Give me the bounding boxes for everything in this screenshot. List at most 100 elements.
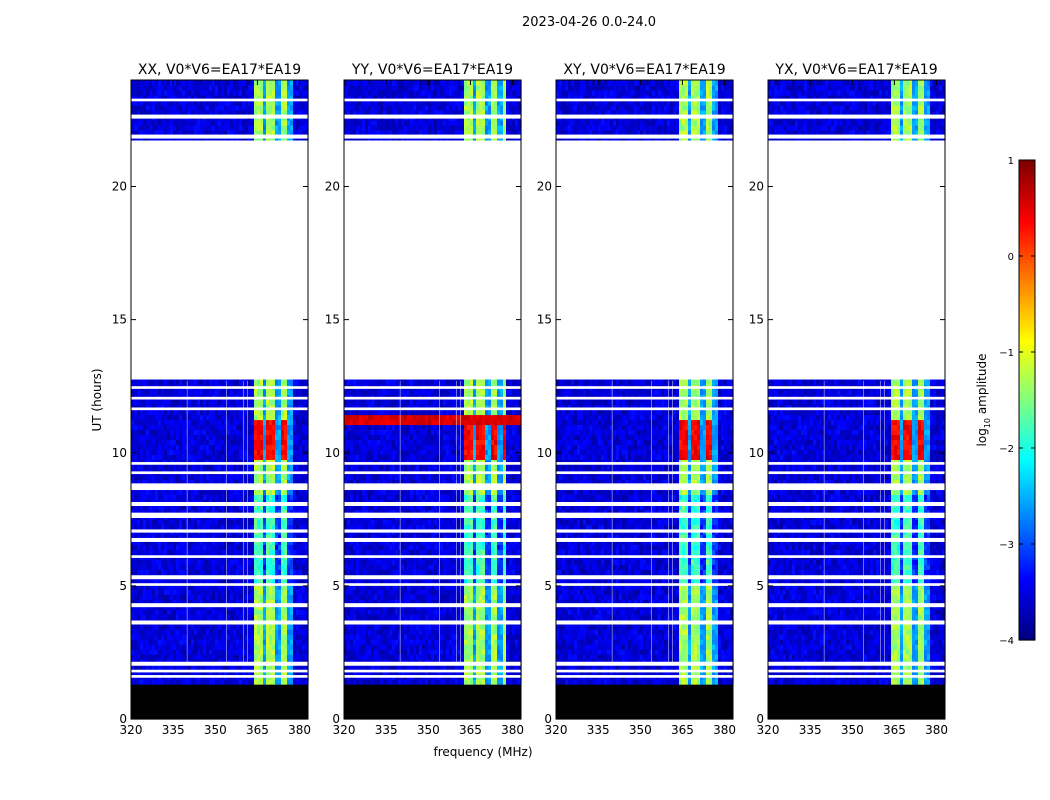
heatmap-cell [260, 649, 264, 655]
heatmap-cell [254, 544, 258, 550]
heatmap-cell [227, 589, 231, 595]
heatmap-cell [296, 644, 300, 650]
heatmap-cell [278, 589, 282, 595]
heatmap-cell [140, 539, 144, 545]
heatmap-cell [197, 599, 201, 605]
heatmap-cell [176, 629, 180, 635]
heatmap-cell [197, 609, 201, 615]
heatmap-cell [182, 679, 186, 685]
heatmap-cell [278, 664, 282, 670]
heatmap-cell [179, 599, 183, 605]
heatmap-cell [182, 559, 186, 565]
heatmap-cell [209, 649, 213, 655]
heatmap-cell [167, 664, 171, 670]
heatmap-cell [152, 634, 156, 640]
heatmap-cell [281, 589, 285, 595]
heatmap-cell [248, 679, 252, 685]
heatmap-cell [161, 549, 165, 555]
heatmap-cell [218, 534, 222, 540]
heatmap-cell [200, 589, 204, 595]
heatmap-cell [206, 654, 210, 660]
heatmap-cell [218, 644, 222, 650]
heatmap-cell [239, 544, 243, 550]
heatmap-cell [284, 579, 288, 585]
heatmap-cell [161, 569, 165, 575]
heatmap-cell [230, 644, 234, 650]
heatmap-cell [272, 579, 276, 585]
heatmap-cell [248, 584, 252, 590]
heatmap-cell [149, 594, 153, 600]
heatmap-cell [293, 549, 297, 555]
heatmap-cell [146, 579, 150, 585]
heatmap-cell [161, 624, 165, 630]
heatmap-cell [293, 534, 297, 540]
heatmap-cell [200, 664, 204, 670]
heatmap-cell [134, 649, 138, 655]
heatmap-cell [212, 594, 216, 600]
heatmap-cell [281, 594, 285, 600]
heatmap-cell [278, 549, 282, 555]
heatmap-cell [272, 639, 276, 645]
heatmap-cell [164, 579, 168, 585]
heatmap-cell [227, 609, 231, 615]
heatmap-cell [194, 544, 198, 550]
heatmap-cell [284, 644, 288, 650]
heatmap-cell [209, 644, 213, 650]
heatmap-cell [173, 579, 177, 585]
heatmap-cell [290, 589, 294, 595]
heatmap-cell [233, 609, 237, 615]
heatmap-cell [281, 559, 285, 565]
heatmap-cell [137, 544, 141, 550]
heatmap-cell [149, 679, 153, 685]
heatmap-cell [215, 594, 219, 600]
heatmap-cell [164, 559, 168, 565]
heatmap-cell [131, 544, 135, 550]
heatmap-cell [176, 624, 180, 630]
heatmap-cell [305, 539, 309, 545]
heatmap-cell [284, 569, 288, 575]
heatmap-cell [278, 609, 282, 615]
heatmap-cell [131, 634, 135, 640]
heatmap-cell [230, 599, 234, 605]
heatmap-cell [296, 549, 300, 555]
flag-row [131, 512, 308, 518]
heatmap-cell [176, 679, 180, 685]
heatmap-cell [167, 634, 171, 640]
heatmap-cell [266, 629, 270, 635]
heatmap-cell [245, 639, 249, 645]
heatmap-cell [266, 579, 270, 585]
heatmap-cell [275, 614, 279, 620]
heatmap-cell [263, 549, 267, 555]
heatmap-cell [260, 569, 264, 575]
heatmap-cell [275, 569, 279, 575]
heatmap-cell [200, 624, 204, 630]
heatmap-cell [218, 634, 222, 640]
heatmap-cell [233, 644, 237, 650]
heatmap-cell [203, 599, 207, 605]
heatmap-cell [155, 599, 159, 605]
heatmap-cell [296, 539, 300, 545]
heatmap-cell [215, 624, 219, 630]
heatmap-cell [269, 644, 273, 650]
heatmap-cell [293, 639, 297, 645]
heatmap-cell [158, 589, 162, 595]
heatmap-cell [299, 654, 303, 660]
heatmap-cell [197, 679, 201, 685]
heatmap-cell [188, 559, 192, 565]
heatmap-cell [140, 589, 144, 595]
heatmap-cell [275, 649, 279, 655]
heatmap-cell [137, 644, 141, 650]
heatmap-cell [218, 679, 222, 685]
heatmap-cell [248, 569, 252, 575]
heatmap-cell [221, 679, 225, 685]
heatmap-cell [290, 649, 294, 655]
heatmap-cell [140, 544, 144, 550]
heatmap-cell [161, 594, 165, 600]
heatmap-cell [248, 624, 252, 630]
heatmap-cell [134, 569, 138, 575]
heatmap-cell [158, 644, 162, 650]
flag-row [131, 462, 308, 465]
heatmap-cell [200, 594, 204, 600]
heatmap-cell [284, 634, 288, 640]
heatmap-cell [206, 639, 210, 645]
